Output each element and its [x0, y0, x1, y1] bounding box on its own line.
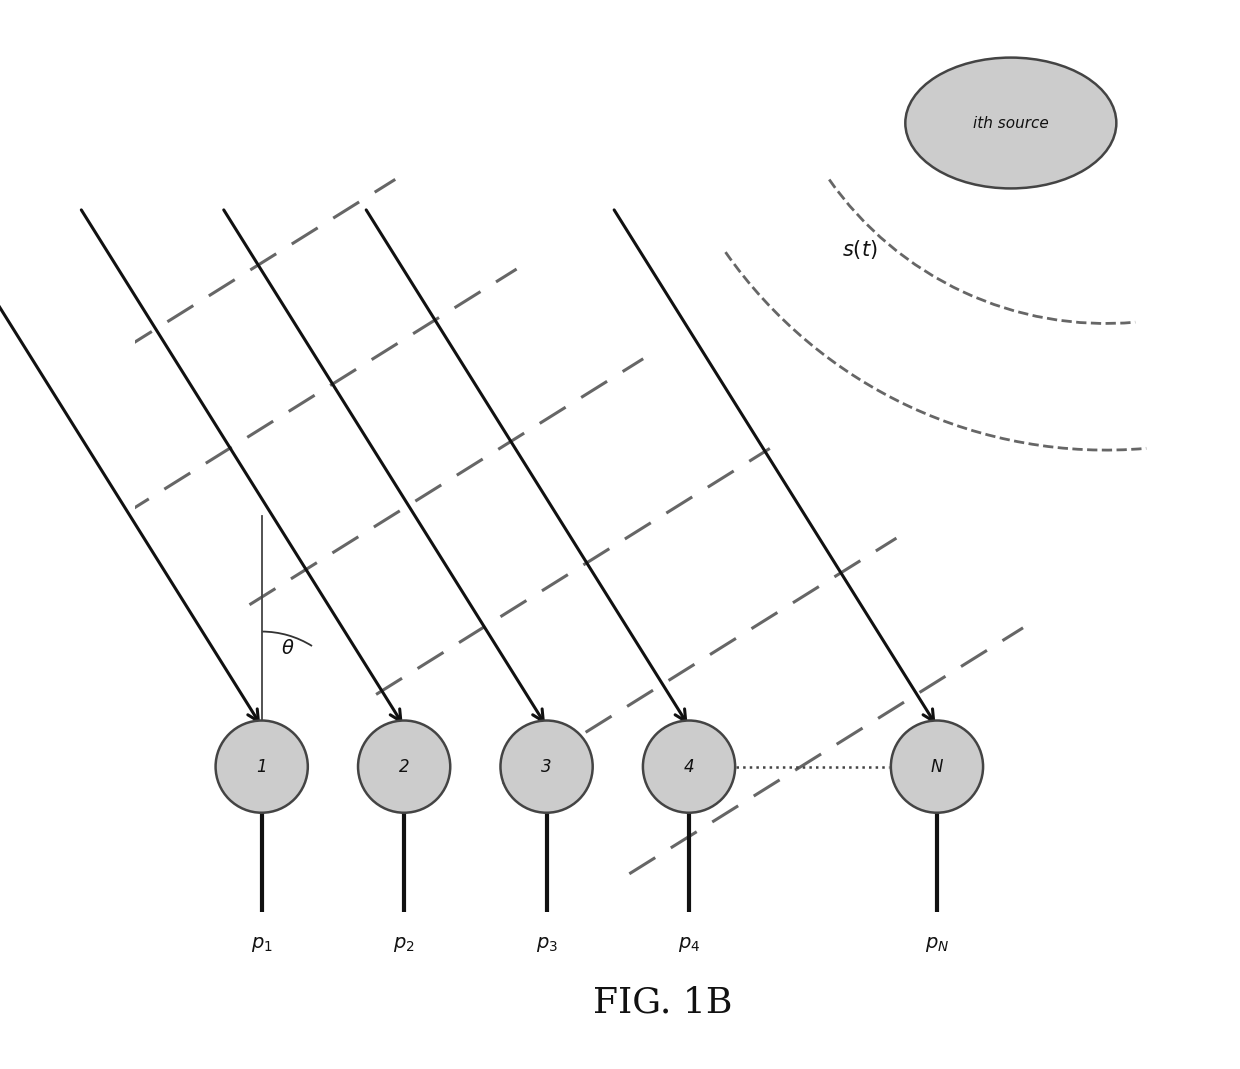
- Ellipse shape: [905, 58, 1116, 188]
- Text: 4: 4: [683, 758, 694, 776]
- Ellipse shape: [890, 721, 983, 812]
- Ellipse shape: [501, 721, 593, 812]
- Text: N: N: [931, 758, 944, 776]
- Text: ith source: ith source: [973, 115, 1049, 130]
- Ellipse shape: [358, 721, 450, 812]
- Text: $p_4$: $p_4$: [678, 935, 701, 955]
- Text: $\theta$: $\theta$: [280, 639, 294, 657]
- Text: 3: 3: [542, 758, 552, 776]
- Text: $s(t)$: $s(t)$: [842, 238, 878, 261]
- Ellipse shape: [216, 721, 308, 812]
- Text: FIG. 1B: FIG. 1B: [593, 986, 733, 1020]
- Text: 2: 2: [399, 758, 409, 776]
- Ellipse shape: [642, 721, 735, 812]
- Text: 1: 1: [257, 758, 267, 776]
- Text: $p_2$: $p_2$: [393, 935, 415, 955]
- Text: $p_1$: $p_1$: [250, 935, 273, 955]
- Text: $p_N$: $p_N$: [925, 935, 949, 955]
- Text: $p_3$: $p_3$: [536, 935, 558, 955]
